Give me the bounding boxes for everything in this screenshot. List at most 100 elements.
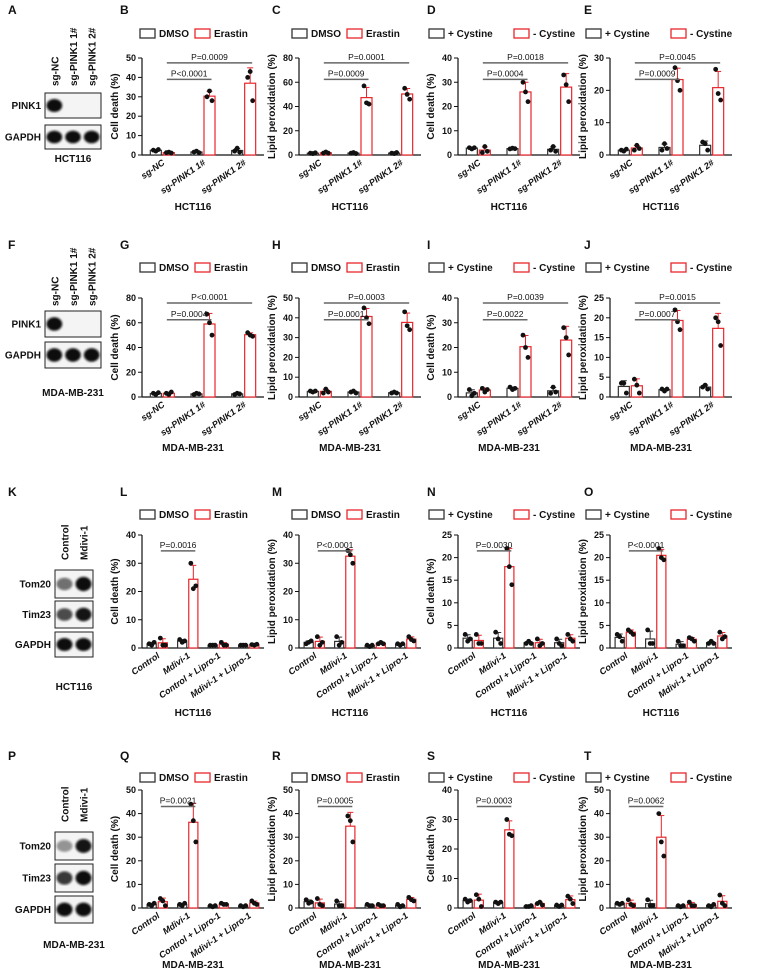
y-tick-label: 0 <box>131 643 136 653</box>
y-tick-label: 0 <box>599 643 604 653</box>
cell-line-label: MDA-MB-231 <box>42 388 104 399</box>
y-tick-label: 30 <box>442 318 452 328</box>
legend: + Cystine - Cystine <box>428 772 576 784</box>
x-tick-label: Control <box>129 650 161 677</box>
y-axis-label: Cell death (%) <box>110 314 121 380</box>
legend-swatch-treatment <box>346 262 363 273</box>
cell-line-label: HCT116 <box>491 202 528 213</box>
x-tick-label: sg-NC <box>455 157 483 181</box>
chart-panel-h: H DMSO Erastin 0 10 20 30 40 50 Lipid peroxidatio… <box>267 238 421 454</box>
legend-label: + Cystine <box>448 510 493 521</box>
western-blot-panel-a: Asg-NC sg-PINK1 1# sg-PINK1 2# PINK1 GAPDH HC… <box>5 3 102 165</box>
legend-swatch-treatment <box>346 28 363 39</box>
legend-label: Erastin <box>214 510 248 521</box>
data-point <box>664 386 670 392</box>
data-point <box>155 390 161 396</box>
legend-swatch-treatment <box>194 262 211 273</box>
data-point <box>509 833 515 839</box>
protein-label: Tom20 <box>20 580 52 591</box>
data-point <box>234 145 240 151</box>
y-tick-label: 40 <box>126 72 136 82</box>
legend-swatch-treatment <box>194 28 211 39</box>
data-point <box>237 391 243 397</box>
protein-band <box>75 902 92 917</box>
bar-treatment <box>345 825 356 909</box>
data-point <box>188 560 194 566</box>
lane-label: Control <box>61 786 72 822</box>
data-point <box>566 99 572 105</box>
data-point <box>364 315 369 321</box>
y-tick-label: 40 <box>442 785 452 795</box>
data-point <box>645 897 651 903</box>
legend: + Cystine - Cystine <box>585 772 733 784</box>
bar-treatment <box>712 327 725 398</box>
y-axis-label: Lipid peroxidation (%) <box>267 54 278 159</box>
x-tick-label: Control <box>286 910 318 937</box>
panel-letter: A <box>8 3 17 17</box>
data-point <box>672 307 678 313</box>
legend-swatch-treatment <box>513 772 530 783</box>
data-point <box>658 839 664 845</box>
legend-swatch-treatment <box>513 509 530 520</box>
y-tick-label: 0 <box>288 150 293 160</box>
y-tick-label: 0 <box>288 643 293 653</box>
bar-treatment <box>560 339 573 398</box>
data-point <box>162 642 168 648</box>
cell-line-label: MDA-MB-231 <box>162 443 224 454</box>
y-tick-label: 10 <box>283 372 293 382</box>
data-point <box>664 146 670 151</box>
legend-swatch-treatment <box>194 772 211 783</box>
data-point <box>325 389 331 395</box>
x-tick-label: sg-PINK1 2# <box>667 399 716 437</box>
panel-letter: H <box>272 238 281 252</box>
y-tick-label: 20 <box>126 111 136 121</box>
y-tick-label: 40 <box>283 313 293 323</box>
western-blot-panel-p: P Control Mdivi-1 Tom20 Tim23 GAPDH MDA-MB-231 <box>8 749 105 951</box>
protein-label: Tom20 <box>20 842 52 853</box>
cell-line-label: HCT116 <box>175 202 212 213</box>
legend-label: + Cystine <box>448 29 493 40</box>
data-point <box>636 390 642 396</box>
data-point <box>339 639 345 645</box>
data-point <box>498 899 504 905</box>
data-point <box>631 376 637 382</box>
data-point <box>319 639 325 645</box>
data-point <box>196 391 202 397</box>
y-tick-label: 20 <box>283 587 293 597</box>
data-point <box>512 385 518 391</box>
chart-panel-e: E + Cystine - Cystine 0 10 20 30 Lipid peroxida… <box>578 3 733 213</box>
cell-line-label: HCT116 <box>643 708 680 719</box>
data-point <box>250 98 256 104</box>
protein-band <box>56 871 73 885</box>
data-point <box>160 898 166 904</box>
y-tick-label: 10 <box>594 352 604 362</box>
data-point <box>380 903 386 909</box>
data-point <box>407 327 413 333</box>
bar-treatment <box>656 554 667 649</box>
data-point <box>369 642 375 648</box>
data-point <box>478 641 484 646</box>
data-point <box>182 638 188 644</box>
protein-band <box>56 608 73 621</box>
data-point <box>243 642 249 648</box>
x-tick-label: sg-NC <box>296 157 324 181</box>
data-point <box>713 66 719 72</box>
legend-swatch-control <box>428 509 445 520</box>
x-tick-label: sg-PINK1 2# <box>199 399 248 437</box>
data-point <box>525 355 531 360</box>
protein-band <box>83 130 100 144</box>
data-point <box>548 390 554 396</box>
x-tick-label: sg-PINK1 2# <box>199 157 248 195</box>
chart-panel-i: I + Cystine - Cystine 0 10 20 30 40 Cell death (… <box>426 238 580 454</box>
data-point <box>196 150 202 156</box>
y-tick-label: 10 <box>442 126 452 136</box>
y-tick-label: 20 <box>126 587 136 597</box>
data-point <box>570 638 576 644</box>
y-tick-label: 40 <box>283 102 293 112</box>
legend: + Cystine - Cystine <box>585 28 733 40</box>
chart-panel-o: O + Cystine - Cystine 0 5 10 15 20 25 Lipid perox… <box>578 485 733 719</box>
y-tick-label: 40 <box>283 530 293 540</box>
data-point <box>630 903 636 909</box>
y-tick-label: 60 <box>126 318 136 328</box>
data-point <box>661 557 667 563</box>
